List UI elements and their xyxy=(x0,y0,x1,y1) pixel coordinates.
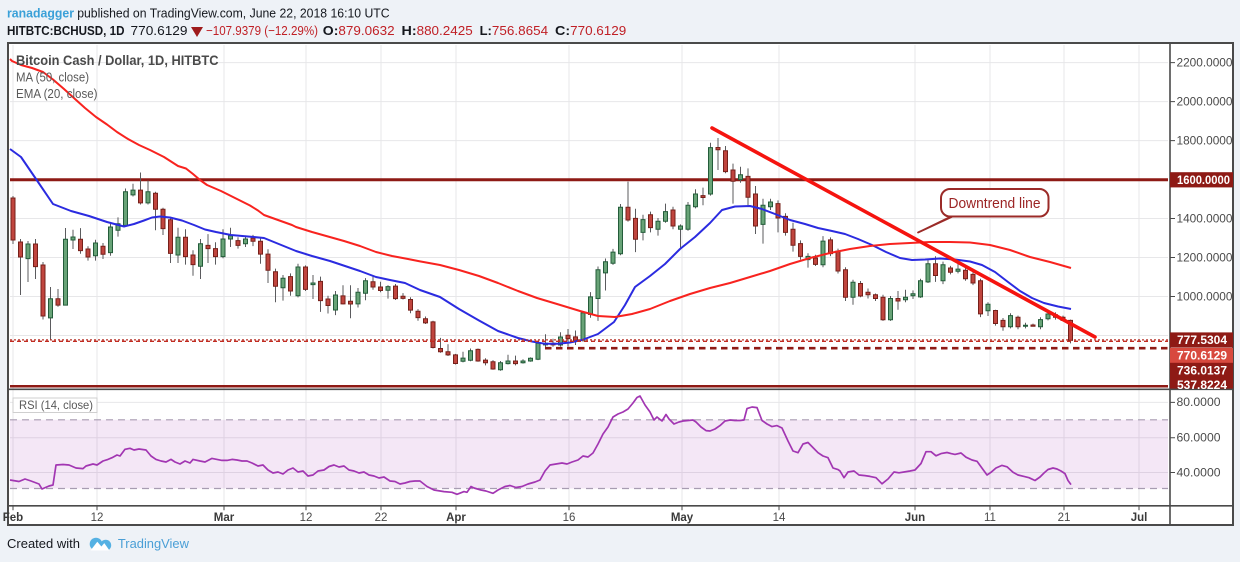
svg-text:HITBTC:BCHUSD, 1D: HITBTC:BCHUSD, 1D xyxy=(7,23,125,38)
svg-text:879.0632: 879.0632 xyxy=(338,23,394,38)
svg-text:21: 21 xyxy=(1058,512,1071,524)
svg-text:1400.0000: 1400.0000 xyxy=(1177,213,1233,225)
svg-text:12: 12 xyxy=(91,512,104,524)
svg-text:C:: C: xyxy=(555,23,570,38)
svg-text:1000.0000: 1000.0000 xyxy=(1177,291,1233,303)
svg-text:14: 14 xyxy=(773,512,786,524)
svg-text:80.0000: 80.0000 xyxy=(1177,397,1221,409)
svg-text:Apr: Apr xyxy=(446,512,466,524)
svg-text:16: 16 xyxy=(563,512,576,524)
svg-text:770.6129: 770.6129 xyxy=(1177,351,1227,363)
svg-text:TradingView: TradingView xyxy=(118,536,189,551)
svg-text:736.0137: 736.0137 xyxy=(1177,365,1227,377)
svg-text:1600.0000: 1600.0000 xyxy=(1177,175,1230,187)
svg-text:880.2425: 880.2425 xyxy=(417,23,473,38)
svg-text:−107.9379 (−12.29%): −107.9379 (−12.29%) xyxy=(206,23,318,38)
svg-text:Jun: Jun xyxy=(905,512,925,524)
svg-text:H:: H: xyxy=(402,23,417,38)
svg-text:MA (50, close): MA (50, close) xyxy=(16,70,89,85)
svg-text:Downtrend line: Downtrend line xyxy=(949,196,1041,212)
svg-text:RSI (14, close): RSI (14, close) xyxy=(19,398,93,412)
svg-text:770.6129: 770.6129 xyxy=(570,23,626,38)
svg-text:537.8224: 537.8224 xyxy=(1177,380,1228,392)
svg-text:published on TradingView.com,: published on TradingView.com, June 22, 2… xyxy=(77,6,389,21)
svg-text:L:: L: xyxy=(480,23,492,38)
svg-text:2200.0000: 2200.0000 xyxy=(1177,57,1233,69)
svg-text:Mar: Mar xyxy=(214,512,235,524)
svg-text:60.0000: 60.0000 xyxy=(1177,433,1221,445)
svg-text:11: 11 xyxy=(984,512,996,524)
svg-text:Bitcoin Cash / Dollar, 1D, HIT: Bitcoin Cash / Dollar, 1D, HITBTC xyxy=(16,53,219,68)
svg-text:12: 12 xyxy=(300,512,313,524)
svg-text:O:: O: xyxy=(323,23,339,38)
svg-text:EMA (20, close): EMA (20, close) xyxy=(16,86,98,101)
svg-text:Jul: Jul xyxy=(1131,512,1148,524)
svg-text:756.8654: 756.8654 xyxy=(492,23,548,38)
svg-text:May: May xyxy=(671,512,694,524)
svg-text:Feb: Feb xyxy=(3,512,23,524)
svg-text:ranadagger: ranadagger xyxy=(7,6,74,21)
svg-text:777.5304: 777.5304 xyxy=(1177,335,1228,347)
svg-text:Created with: Created with xyxy=(7,536,80,551)
svg-text:22: 22 xyxy=(375,512,388,524)
svg-text:770.6129: 770.6129 xyxy=(131,23,188,38)
svg-text:1800.0000: 1800.0000 xyxy=(1177,135,1233,147)
svg-text:2000.0000: 2000.0000 xyxy=(1177,96,1233,108)
svg-text:1200.0000: 1200.0000 xyxy=(1177,252,1233,264)
svg-text:40.0000: 40.0000 xyxy=(1177,467,1221,479)
